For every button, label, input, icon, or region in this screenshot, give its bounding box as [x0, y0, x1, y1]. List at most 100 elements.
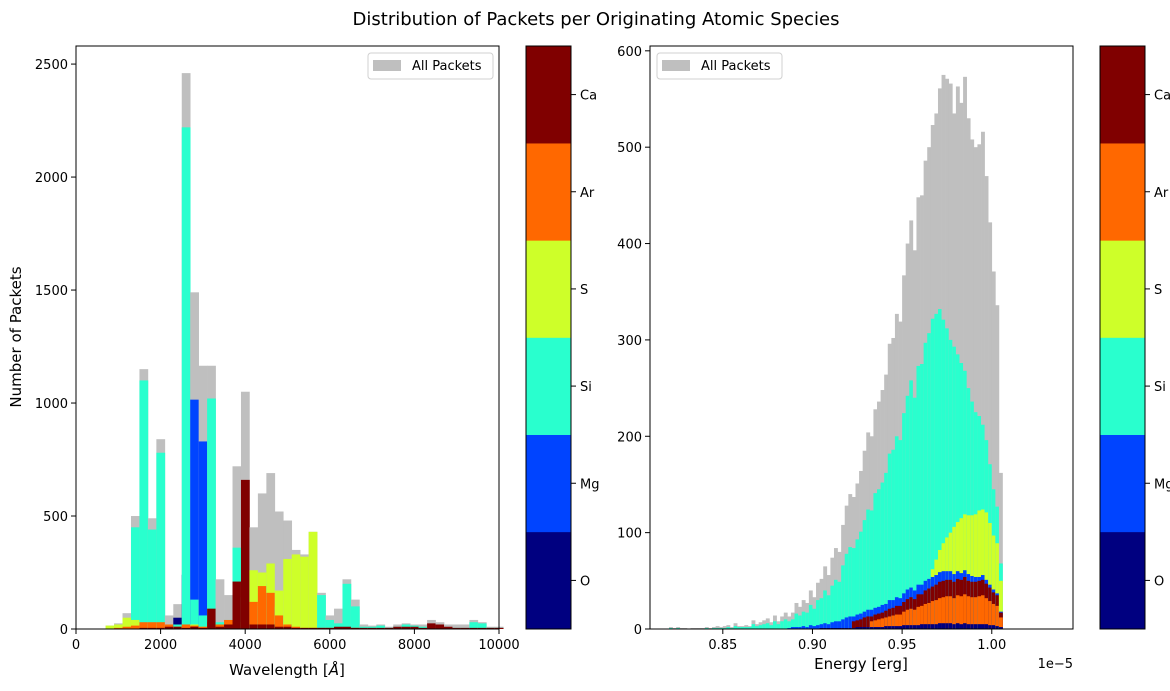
- bar-ar-bin-80: [955, 595, 960, 629]
- bar-all-packets-bin-85: [973, 147, 978, 629]
- bar-o-bin-71: [923, 624, 928, 629]
- colorbar-label-s: S: [1154, 283, 1162, 298]
- bar-ca-9100: [460, 627, 470, 629]
- bar-all-packets-bin-87: [981, 131, 985, 629]
- bar-ca-5500: [308, 627, 318, 629]
- bar-o-bin-56: [869, 627, 874, 629]
- bar-ca-7300: [384, 627, 394, 629]
- bar-ca-9500: [477, 627, 487, 629]
- bar-si-bin-57: [873, 493, 878, 629]
- bar-ca-3100: [207, 608, 216, 629]
- bar-si-bin-83: [966, 388, 971, 629]
- bar-o-bin-88: [984, 624, 989, 629]
- bar-ar-bin-57: [873, 620, 878, 629]
- bar-o-bin-63: [894, 626, 899, 629]
- bar-si-bin-66: [905, 395, 910, 629]
- left-legend-label: All Packets: [412, 59, 482, 74]
- left-colorbar: O Mg Si S Ar Ca: [525, 45, 599, 630]
- bar-ar-bin-72: [927, 602, 932, 629]
- bar-ca-4500: [266, 624, 276, 629]
- bar-all-packets-bin-92: [998, 472, 1003, 629]
- bar-ca-3700: [232, 581, 242, 629]
- bar-mg-bin-45: [830, 622, 835, 629]
- colorbar-swatch-s: [526, 240, 571, 338]
- bar-mg-bin-36: [798, 627, 802, 629]
- bar-ar-bin-87: [981, 595, 985, 629]
- bar-all-packets-4700: [274, 511, 284, 629]
- colorbar-label-mg: Mg: [1154, 477, 1170, 492]
- bar-s-1100: [122, 617, 132, 629]
- bar-o-bin-83: [966, 624, 971, 629]
- bar-s-4700: [274, 590, 284, 629]
- left-y-tick-label: 0: [60, 623, 68, 638]
- bar-si-bin-48: [841, 565, 846, 629]
- bar-si-6300: [342, 583, 352, 629]
- bar-ca-8300: [427, 623, 436, 629]
- bar-si-bin-82: [963, 370, 967, 629]
- bar-o-bin-81: [959, 624, 964, 629]
- colorbar-swatch-ca: [1100, 46, 1145, 144]
- bar-si-bin-36: [798, 615, 802, 629]
- colorbar-label-ar: Ar: [1154, 186, 1169, 201]
- bar-s-5100: [291, 554, 301, 629]
- bar-o-bin-75: [937, 623, 942, 629]
- bar-si-bin-53: [859, 531, 863, 629]
- bar-ar-bin-74: [934, 600, 939, 629]
- right-x-axis-label: Energy [erg]: [814, 655, 908, 673]
- bar-all-packets-2300: [173, 604, 183, 629]
- bar-all-packets-bin-90: [991, 271, 996, 629]
- bar-si-bin-28: [769, 625, 774, 629]
- bar-all-packets-3300: [215, 579, 225, 629]
- bar-ar-bin-78: [948, 596, 953, 629]
- bar-o-bin-69: [916, 625, 921, 629]
- bar-si-bin-70: [920, 364, 924, 629]
- bar-ca-6100: [334, 626, 343, 629]
- bar-o-bin-53: [859, 627, 863, 629]
- left-x-tick-label: 8000: [398, 638, 431, 653]
- bar-s-bin-90: [991, 535, 996, 629]
- bar-ar-bin-92: [998, 617, 1003, 629]
- colorbar-label-si: Si: [580, 380, 592, 395]
- bar-ar-2500: [181, 624, 191, 629]
- bar-all-packets-bin-13: [715, 626, 720, 629]
- bar-mg-bin-50: [848, 616, 853, 629]
- right-x-tick-label: 1.00: [977, 638, 1006, 653]
- right-x-tick-label: 0.90: [798, 638, 827, 653]
- bar-si-2700: [190, 599, 199, 629]
- bar-ar-bin-56: [869, 621, 874, 629]
- bar-si-7100: [376, 625, 386, 629]
- bar-all-packets-bin-91: [995, 305, 1000, 629]
- bar-all-packets-bin-89: [988, 222, 993, 629]
- bar-o-bin-87: [981, 624, 985, 629]
- bar-o-bin-57: [873, 627, 878, 629]
- bar-ca-bin-53: [859, 619, 863, 629]
- bar-mg-bin-47: [837, 621, 842, 629]
- bar-ar-1500: [139, 622, 149, 629]
- bar-s-4900: [283, 558, 293, 629]
- bar-si-2500: [181, 127, 191, 629]
- bar-all-packets-4300: [257, 493, 267, 629]
- bar-si-bin-46: [833, 579, 838, 629]
- bar-s-bin-88: [984, 512, 989, 629]
- bar-ar-900: [114, 627, 123, 629]
- bar-ar-1700: [147, 622, 157, 629]
- bar-ar-bin-66: [905, 609, 910, 629]
- bar-ca-6300: [342, 626, 352, 629]
- bar-mg-bin-49: [844, 617, 849, 629]
- bar-mg-bin-42: [819, 624, 824, 629]
- bar-si-bin-25: [758, 625, 763, 629]
- bar-o-bin-74: [934, 624, 939, 629]
- bar-si-bin-42: [819, 598, 824, 629]
- bar-si-bin-65: [902, 413, 906, 629]
- bar-si-bin-26: [762, 624, 767, 629]
- bar-ca-3500: [224, 624, 233, 629]
- bar-all-packets-2100: [164, 615, 174, 629]
- bar-o-bin-82: [963, 623, 967, 629]
- bar-ca-4300: [257, 624, 267, 629]
- bar-ca-7100: [376, 627, 386, 629]
- right-y-tick-label: 400: [617, 238, 642, 253]
- bar-all-packets-bin-88: [984, 176, 989, 629]
- bar-s-bin-83: [966, 515, 971, 629]
- bar-all-packets-bin-2: [676, 627, 681, 629]
